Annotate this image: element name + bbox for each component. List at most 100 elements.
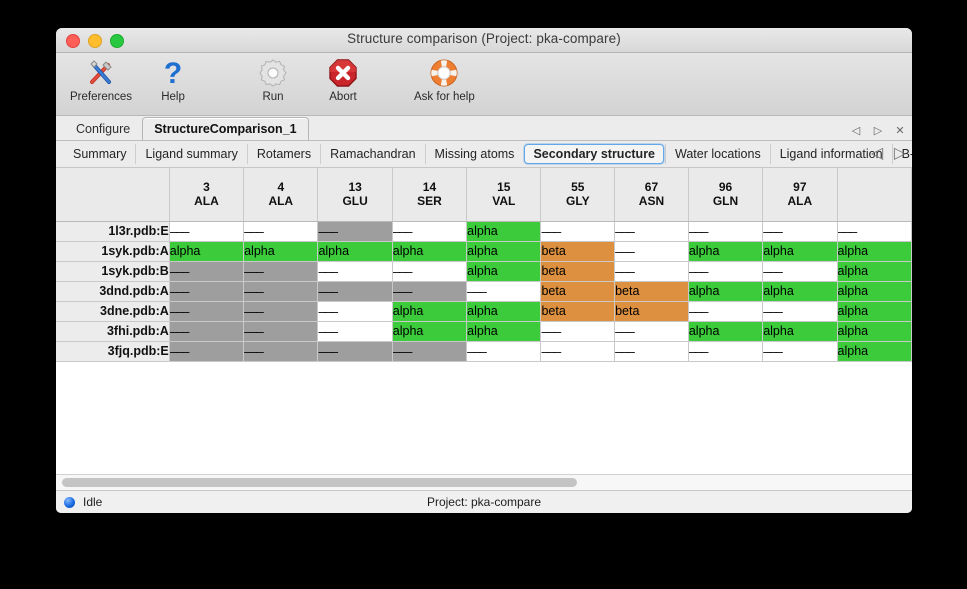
ss-cell[interactable]: ––– <box>762 221 838 242</box>
document-tab-structurecomparison-1[interactable]: StructureComparison_1 <box>142 117 309 140</box>
ss-cell[interactable]: ––– <box>614 321 689 342</box>
minimize-window-button[interactable] <box>88 34 102 48</box>
table-row[interactable]: 3dne.pdb:A ––– ––– ––– alpha alpha beta beta –––… <box>56 301 912 322</box>
ss-cell[interactable]: alpha <box>837 261 912 282</box>
tab-ligand-information[interactable]: Ligand information <box>769 144 892 164</box>
tab-summary[interactable]: Summary <box>73 147 127 161</box>
ss-cell[interactable]: ––– <box>243 301 319 322</box>
ss-cell[interactable]: alpha <box>688 241 764 262</box>
toolbar-button-preferences[interactable]: Preferences <box>64 53 138 103</box>
close-window-button[interactable] <box>66 34 80 48</box>
ss-cell[interactable]: alpha <box>169 241 245 262</box>
ss-cell[interactable]: ––– <box>466 281 542 302</box>
ss-cell[interactable]: ––– <box>317 281 393 302</box>
ss-cell[interactable]: ––– <box>688 221 764 242</box>
row-header-structure-name[interactable]: 1l3r.pdb:E <box>56 221 170 242</box>
column-header-4[interactable]: 4 ALA <box>243 168 319 222</box>
ss-cell[interactable]: alpha <box>466 241 542 262</box>
column-header-14[interactable]: 14 SER <box>392 168 468 222</box>
tab-ramachandran[interactable]: Ramachandran <box>320 144 424 164</box>
ss-cell[interactable]: alpha <box>837 301 912 322</box>
row-header-structure-name[interactable]: 3fhi.pdb:A <box>56 321 170 342</box>
ss-cell[interactable]: ––– <box>540 321 616 342</box>
table-row[interactable]: 1l3r.pdb:E ––– ––– ––– ––– alpha ––– ––– ––– ––– –… <box>56 221 912 242</box>
ss-cell[interactable]: ––– <box>317 341 393 362</box>
row-header-structure-name[interactable]: 3dne.pdb:A <box>56 301 170 322</box>
ss-cell[interactable]: alpha <box>392 301 468 322</box>
ss-cell[interactable]: ––– <box>762 301 838 322</box>
ss-cell[interactable]: alpha <box>317 241 393 262</box>
tab-rotamers[interactable]: Rotamers <box>246 144 320 164</box>
ss-cell[interactable]: ––– <box>169 281 245 302</box>
table-row[interactable]: 3fhi.pdb:A ––– ––– ––– alpha alpha ––– ––– alpha… <box>56 321 912 342</box>
ss-cell[interactable]: ––– <box>762 341 838 362</box>
ss-cell[interactable]: alpha <box>837 321 912 342</box>
ss-cell[interactable]: ––– <box>169 261 245 282</box>
column-header-15[interactable]: 15 VAL <box>466 168 542 222</box>
ss-cell[interactable]: ––– <box>317 301 393 322</box>
document-tab-configure[interactable]: Configure <box>76 122 131 136</box>
tab-secondary-structure[interactable]: Secondary structure <box>524 144 665 164</box>
ss-cell[interactable]: ––– <box>243 261 319 282</box>
ss-cell[interactable]: ––– <box>688 261 764 282</box>
ss-cell[interactable]: ––– <box>317 261 393 282</box>
ss-cell[interactable]: ––– <box>392 281 468 302</box>
ss-cell[interactable]: ––– <box>614 221 689 242</box>
tab-water-locations[interactable]: Water locations <box>665 144 770 164</box>
toolbar-button-abort[interactable]: Abort <box>308 53 378 103</box>
zoom-window-button[interactable] <box>110 34 124 48</box>
ss-cell[interactable]: alpha <box>243 241 319 262</box>
column-header-67[interactable]: 67 ASN <box>614 168 689 222</box>
column-header-97[interactable]: 97 ALA <box>762 168 838 222</box>
ss-cell[interactable]: alpha <box>688 321 764 342</box>
subtab-next-icon[interactable]: ▷ <box>893 145 907 162</box>
ss-cell[interactable]: ––– <box>317 321 393 342</box>
ss-cell[interactable]: alpha <box>762 241 838 262</box>
ss-cell[interactable]: alpha <box>466 301 542 322</box>
ss-cell[interactable]: beta <box>540 261 616 282</box>
ss-cell[interactable]: ––– <box>169 301 245 322</box>
tab-next-icon[interactable]: ▷ <box>873 124 883 137</box>
ss-cell[interactable]: ––– <box>466 341 542 362</box>
ss-cell[interactable]: alpha <box>466 321 542 342</box>
row-header-structure-name[interactable]: 1syk.pdb:B <box>56 261 170 282</box>
row-header-structure-name[interactable]: 3fjq.pdb:E <box>56 341 170 362</box>
ss-cell[interactable]: ––– <box>614 261 689 282</box>
toolbar-button-help[interactable]: ? Help <box>138 53 208 103</box>
ss-cell[interactable]: alpha <box>837 281 912 302</box>
ss-cell[interactable]: ––– <box>762 261 838 282</box>
table-row[interactable]: 1syk.pdb:A alpha alpha alpha alpha alpha beta –… <box>56 241 912 262</box>
table-row[interactable]: 1syk.pdb:B ––– ––– ––– ––– alpha beta ––– ––– –––… <box>56 261 912 282</box>
ss-cell[interactable]: ––– <box>837 221 912 242</box>
subtab-prev-icon[interactable]: ◁ <box>870 145 884 162</box>
ss-cell[interactable]: ––– <box>540 221 616 242</box>
ss-cell[interactable]: alpha <box>466 221 542 242</box>
ss-cell[interactable]: ––– <box>614 341 689 362</box>
ss-cell[interactable]: beta <box>540 241 616 262</box>
ss-cell[interactable]: ––– <box>169 221 245 242</box>
ss-cell[interactable]: ––– <box>317 221 393 242</box>
ss-cell[interactable]: ––– <box>243 221 319 242</box>
column-header-55[interactable]: 55 GLY <box>540 168 616 222</box>
ss-cell[interactable]: beta <box>540 281 616 302</box>
toolbar-button-ask-for-help[interactable]: Ask for help <box>408 53 481 103</box>
tab-ligand-summary[interactable]: Ligand summary <box>135 144 246 164</box>
ss-cell[interactable]: alpha <box>688 281 764 302</box>
row-header-structure-name[interactable]: 3dnd.pdb:A <box>56 281 170 302</box>
ss-cell[interactable]: alpha <box>762 321 838 342</box>
tab-b-factors[interactable]: B-factors <box>891 144 912 164</box>
ss-cell[interactable]: alpha <box>466 261 542 282</box>
ss-cell[interactable]: alpha <box>392 241 468 262</box>
horizontal-scrollbar[interactable] <box>56 474 912 490</box>
column-header-13[interactable]: 13 GLU <box>317 168 393 222</box>
ss-cell[interactable]: ––– <box>243 341 319 362</box>
close-icon[interactable]: ✕ <box>895 124 905 137</box>
row-header-structure-name[interactable]: 1syk.pdb:A <box>56 241 170 262</box>
ss-cell[interactable]: alpha <box>837 241 912 262</box>
secondary-structure-table-area[interactable]: 3 ALA 4 ALA 13 GLU 14 SER 15 VAL 55 GLY 67 ASN 96 GLN 97… <box>56 167 912 474</box>
ss-cell[interactable]: alpha <box>392 321 468 342</box>
tab-prev-icon[interactable]: ◁ <box>851 124 861 137</box>
horizontal-scrollbar-thumb[interactable] <box>62 478 577 487</box>
toolbar-button-run[interactable]: Run <box>238 53 308 103</box>
column-header-3[interactable]: 3 ALA <box>169 168 245 222</box>
